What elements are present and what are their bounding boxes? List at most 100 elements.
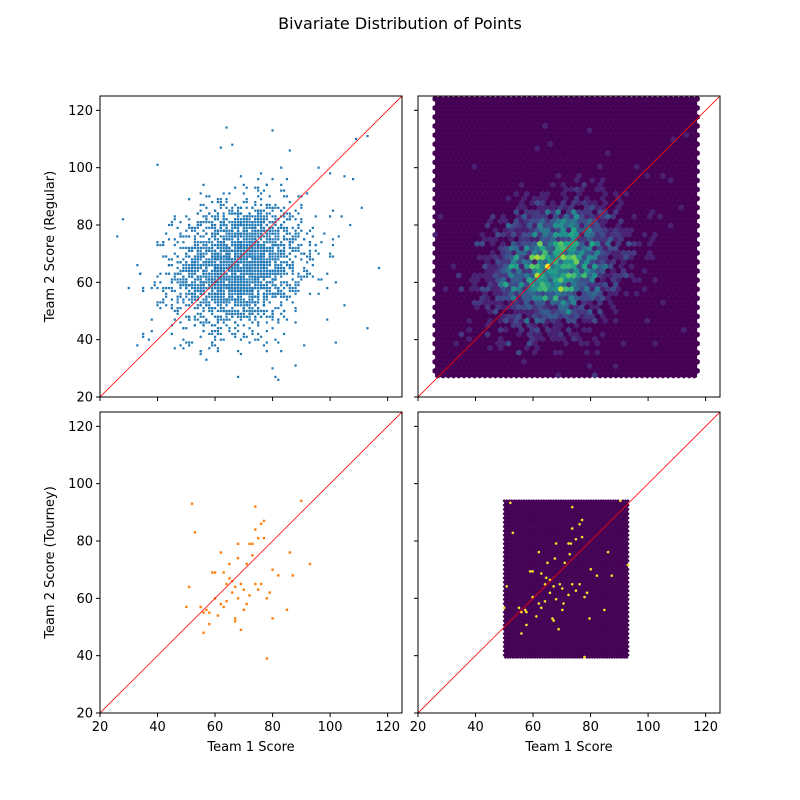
data-point <box>159 281 162 284</box>
data-point <box>254 284 257 287</box>
data-point <box>225 301 228 304</box>
data-point <box>257 269 260 272</box>
data-point <box>213 272 217 275</box>
data-point <box>190 229 194 232</box>
data-point <box>216 281 220 284</box>
data-point <box>265 298 268 301</box>
data-point <box>280 275 283 278</box>
data-point <box>242 192 245 195</box>
data-point <box>225 261 228 264</box>
data-point <box>216 315 220 318</box>
data-point <box>136 344 139 347</box>
data-point <box>239 272 243 275</box>
data-point <box>236 329 240 333</box>
data-point <box>236 275 240 278</box>
data-point <box>259 223 263 227</box>
data-point <box>251 275 254 278</box>
y-axis-label: Team 2 Score (Regular) <box>43 171 58 323</box>
data-point <box>271 269 274 272</box>
data-point <box>259 209 263 212</box>
data-point <box>262 264 266 267</box>
data-point <box>274 203 277 207</box>
data-point <box>265 223 268 227</box>
data-point <box>257 186 260 189</box>
data-point <box>196 249 199 252</box>
data-point <box>202 243 205 247</box>
data-point <box>219 255 222 258</box>
data-point <box>242 261 245 264</box>
data-point <box>231 269 234 272</box>
data-point <box>282 286 286 290</box>
data-point <box>245 226 248 229</box>
data-point <box>219 281 222 284</box>
data-point <box>262 275 266 278</box>
data-point <box>262 241 266 244</box>
data-point <box>236 278 240 281</box>
data-point <box>236 221 240 224</box>
data-point <box>268 289 271 293</box>
data-point <box>245 289 248 293</box>
data-point <box>193 241 197 244</box>
data-point <box>268 232 271 235</box>
data-point <box>274 266 277 270</box>
data-point <box>188 264 191 267</box>
data-point <box>285 229 289 232</box>
data-point <box>179 284 182 287</box>
data-point <box>182 235 185 238</box>
data-point <box>257 289 260 293</box>
data-point <box>231 258 234 261</box>
data-point <box>182 241 185 244</box>
data-point <box>222 295 225 298</box>
data-point <box>245 278 248 281</box>
data-point <box>225 312 228 315</box>
data-point <box>216 266 220 270</box>
data-point <box>248 249 251 252</box>
data-point <box>202 264 205 267</box>
data-point <box>280 241 283 244</box>
data-point <box>211 246 214 250</box>
data-point <box>185 327 188 330</box>
data-point <box>280 295 283 298</box>
data-point <box>196 264 199 267</box>
data-point <box>294 249 297 252</box>
data-point <box>245 309 248 313</box>
data-point <box>280 249 283 252</box>
data-point <box>239 235 243 238</box>
data-point <box>282 269 286 272</box>
data-point <box>185 278 188 281</box>
data-point <box>208 241 211 244</box>
data-point <box>251 232 254 235</box>
data-point <box>285 264 289 267</box>
data-point <box>297 281 300 284</box>
data-point <box>320 241 323 244</box>
data-point <box>190 281 194 284</box>
data-point <box>245 304 248 307</box>
data-point <box>242 235 245 238</box>
data-point <box>205 358 208 361</box>
data-point <box>236 324 240 327</box>
data-point <box>329 172 332 175</box>
data-point <box>228 232 231 235</box>
data-point <box>190 261 194 264</box>
data-point <box>265 321 268 324</box>
data-point <box>282 221 286 224</box>
data-point <box>159 243 162 247</box>
data-point <box>219 146 222 149</box>
data-point <box>231 289 234 293</box>
data-point <box>219 327 222 330</box>
data-point <box>225 298 228 301</box>
data-point <box>274 269 277 272</box>
data-point <box>219 307 222 310</box>
data-point <box>239 289 243 293</box>
data-point <box>216 284 220 287</box>
data-point <box>196 255 199 258</box>
data-point <box>208 295 211 298</box>
data-point <box>248 223 251 227</box>
data-point <box>265 203 268 207</box>
data-point <box>239 298 243 301</box>
data-point <box>216 238 220 241</box>
data-point <box>274 292 277 295</box>
data-point <box>254 266 257 270</box>
data-point <box>228 309 231 313</box>
data-point <box>297 232 300 235</box>
